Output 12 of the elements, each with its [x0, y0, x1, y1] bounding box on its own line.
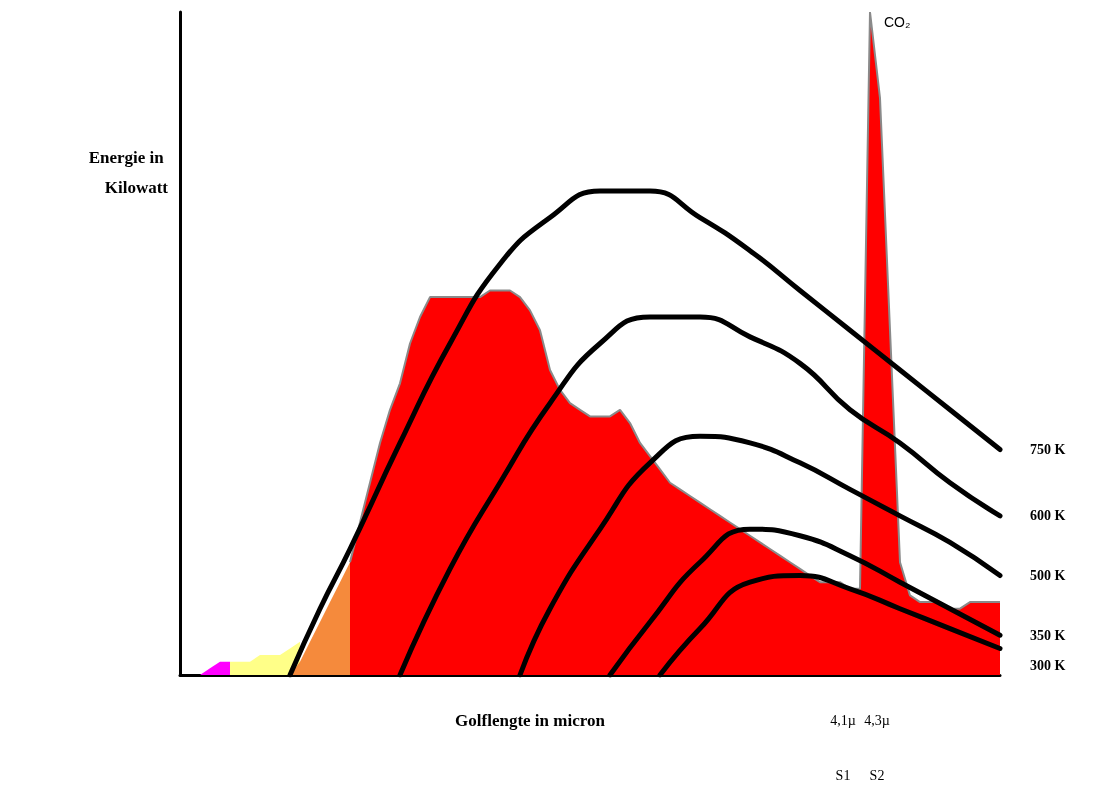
text: 4,3µ: [864, 712, 890, 728]
text: 750 K: [1030, 442, 1066, 458]
y-axis-title: Energie in Kilowatt: [88, 147, 169, 197]
text: 350 K: [1030, 627, 1066, 643]
text: 500 K: [1030, 568, 1066, 584]
text: 300 K: [1030, 657, 1066, 673]
annotation: CO₂: [884, 14, 911, 30]
x-axis-title: Golflengte in micron: [455, 710, 606, 730]
text: 600 K: [1030, 508, 1066, 524]
text: S2: [869, 767, 885, 783]
text: S1: [835, 767, 851, 783]
text: 4,1µ: [830, 712, 856, 728]
